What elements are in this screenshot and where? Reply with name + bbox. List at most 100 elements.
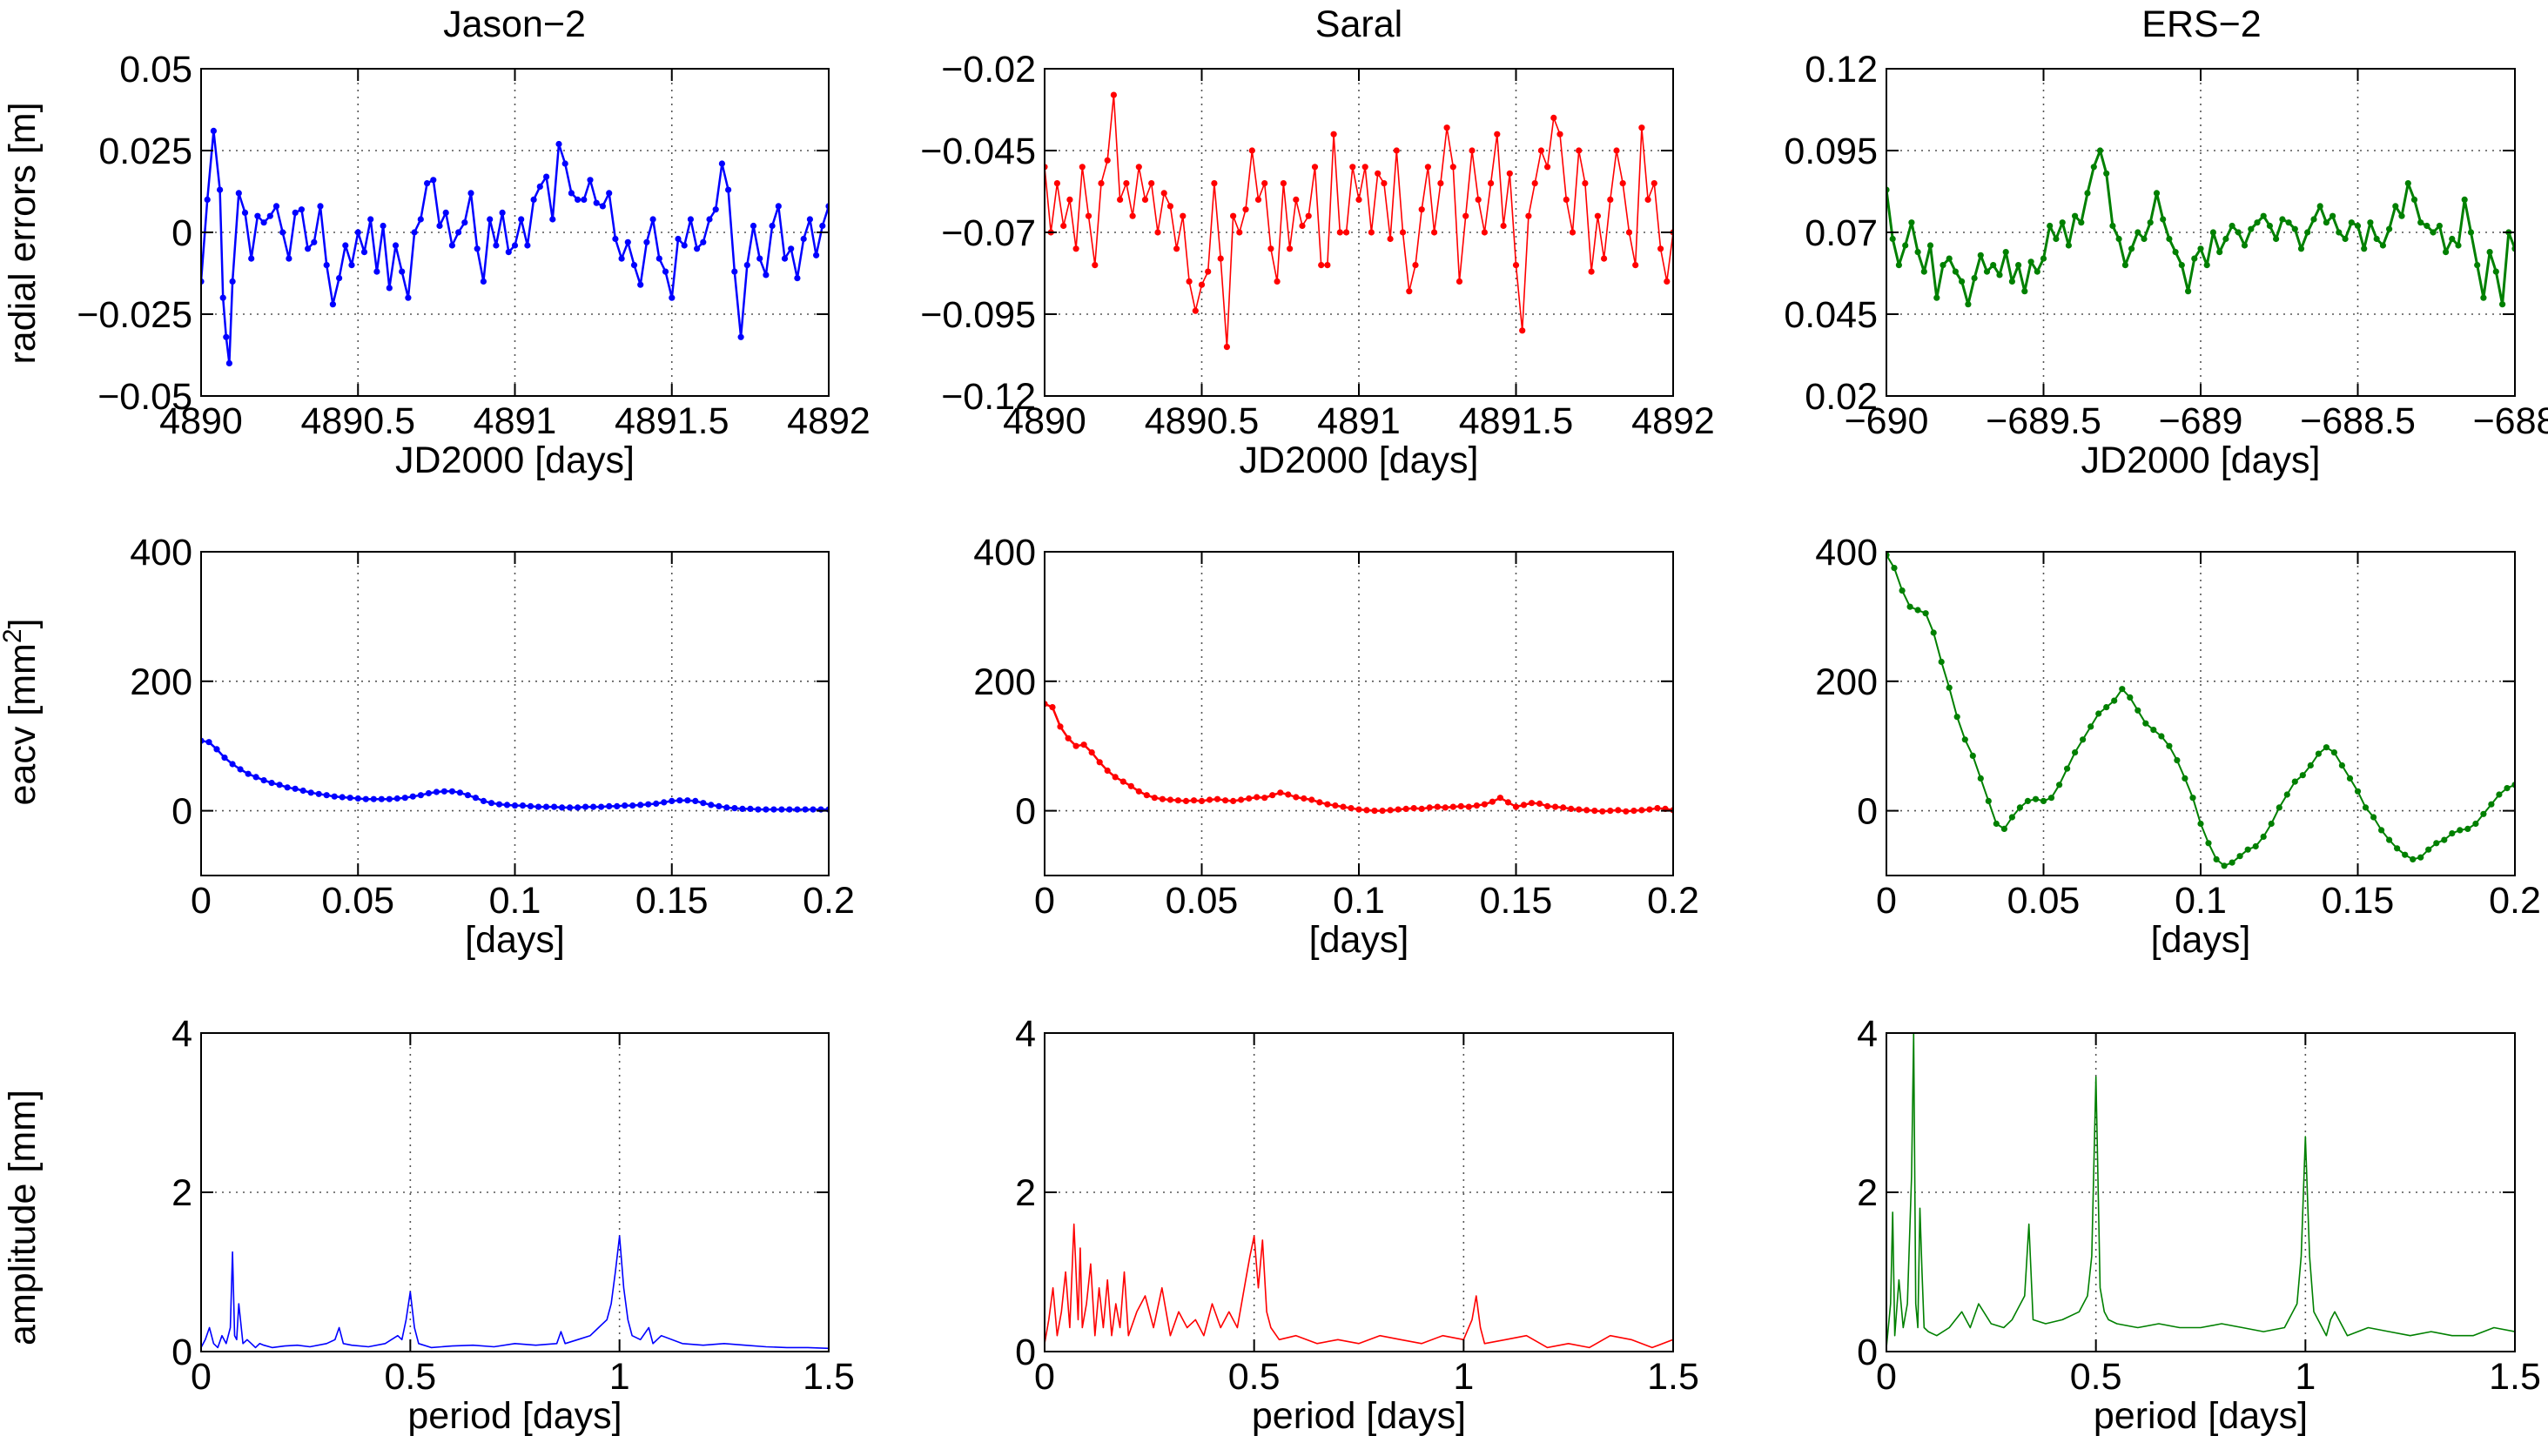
data-point (1601, 255, 1608, 262)
data-point (1079, 164, 1086, 171)
data-point (2142, 720, 2149, 727)
data-point (712, 206, 719, 213)
data-point (1933, 294, 1940, 301)
data-point (2367, 219, 2374, 226)
data-point (2266, 222, 2273, 230)
data-point (694, 245, 701, 252)
data-point (542, 803, 550, 810)
data-point (1371, 808, 1378, 815)
x-axis-label: [days] (465, 919, 565, 961)
data-point (739, 805, 746, 813)
data-point (2252, 842, 2259, 850)
data-point (718, 160, 726, 167)
data-point (2323, 219, 2330, 226)
data-point (1402, 805, 1409, 813)
data-point (370, 795, 377, 802)
data-point (1946, 255, 1953, 262)
data-point (1506, 170, 1513, 177)
data-point (770, 806, 777, 813)
data-point (534, 803, 542, 810)
data-point (348, 262, 355, 269)
x-tick-label: 0.15 (1480, 880, 1553, 922)
data-point (2095, 710, 2102, 717)
data-point (1206, 796, 1213, 803)
data-point (2398, 212, 2405, 219)
data-point (598, 803, 605, 810)
data-point (354, 795, 361, 802)
data-point (1135, 164, 1142, 171)
data-point (819, 222, 826, 230)
data-point (2378, 827, 2385, 834)
data-point (474, 245, 481, 252)
data-point (1512, 262, 1520, 269)
data-point (2229, 859, 2235, 866)
data-point (2174, 757, 2181, 764)
data-point (480, 797, 487, 805)
data-point (2449, 830, 2456, 837)
y-tick-label: 0 (171, 791, 192, 833)
data-point (676, 797, 683, 804)
y-tick-label: 0 (171, 1332, 192, 1373)
data-point (763, 272, 770, 278)
data-point (1236, 229, 1243, 236)
data-point (2276, 804, 2282, 811)
data-point (221, 755, 228, 762)
series-line (201, 1235, 829, 1350)
data-point (2024, 797, 2031, 805)
data-point (731, 805, 738, 812)
data-point (1560, 804, 1567, 811)
y-tick-label: −0.12 (941, 376, 1036, 418)
x-tick-label: 0.05 (2007, 880, 2081, 922)
data-point (1308, 796, 1315, 803)
data-point (1520, 802, 1528, 809)
data-point (2354, 788, 2362, 795)
panel-saral-row0: 4890 4890.5 4891 4891.5 4892 −0.12 −0.095 −0.07… (920, 49, 1715, 481)
panel-ers2-row0: −690 −689.5 −689 −688.5 −688 0.02 0.045 0.07 0.0… (1784, 49, 2548, 481)
data-point (1148, 180, 1155, 187)
data-point (1536, 800, 1543, 808)
data-point (1475, 196, 1482, 203)
plot-area (1045, 91, 1673, 351)
data-point (536, 183, 543, 190)
data-point (399, 268, 406, 275)
x-tick-label: 1.5 (2489, 1356, 2541, 1398)
data-point (1387, 235, 1394, 243)
data-point (612, 235, 619, 243)
data-point (299, 787, 306, 795)
data-point (1065, 735, 1072, 741)
x-tick-label: 4891 (474, 400, 557, 442)
data-point (1902, 242, 1909, 249)
data-point (1363, 807, 1370, 814)
data-point (1443, 124, 1450, 131)
column-title-ers2: ERS−2 (2141, 3, 2261, 45)
y-tick-label: 0 (1857, 791, 1878, 833)
data-point (1159, 795, 1166, 802)
data-point (2386, 225, 2393, 232)
data-point (440, 788, 447, 795)
data-point (1550, 114, 1557, 121)
data-point (2216, 249, 2223, 256)
x-tick-label: 0 (1034, 1356, 1055, 1398)
data-point (2135, 707, 2141, 714)
plot-area (201, 737, 829, 813)
data-point (2499, 301, 2506, 308)
y-tick-label: 0 (1015, 1332, 1036, 1373)
data-point (2096, 147, 2104, 154)
y-tick-label: 200 (130, 661, 192, 703)
x-tick-label: 0 (191, 880, 212, 922)
data-point (455, 229, 462, 236)
data-point (1332, 802, 1339, 809)
data-point (279, 229, 286, 236)
data-point (433, 788, 440, 795)
data-point (568, 190, 575, 197)
data-point (687, 216, 695, 223)
data-point (448, 242, 456, 249)
data-point (800, 235, 807, 243)
data-point (1316, 799, 1323, 806)
data-point (1104, 767, 1111, 775)
data-point (1993, 820, 2000, 828)
y-tick-label: 0 (1015, 791, 1036, 833)
data-point (2078, 219, 2085, 226)
